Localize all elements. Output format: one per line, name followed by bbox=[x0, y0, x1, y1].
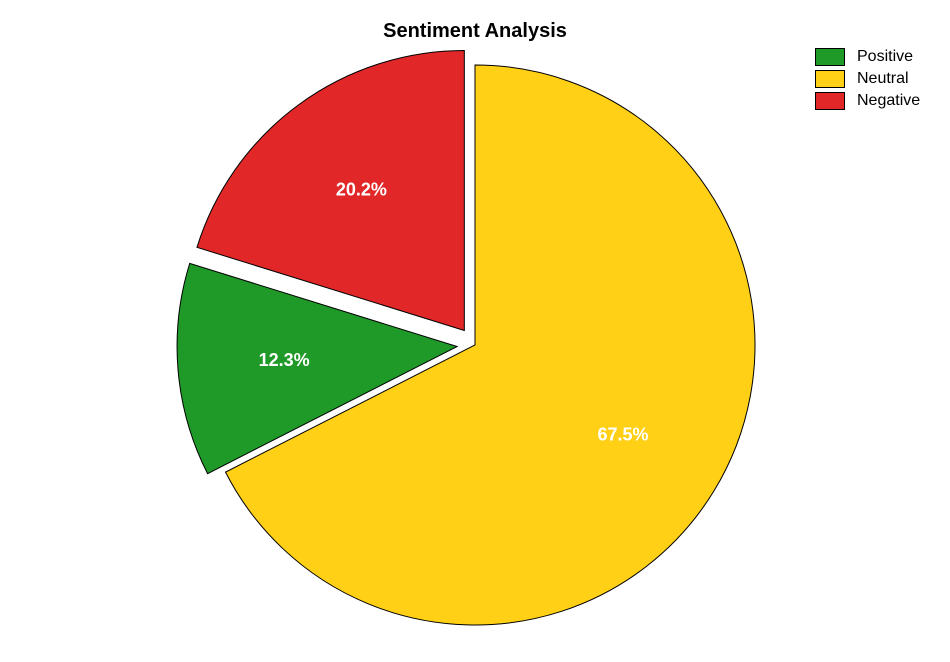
legend: Positive Neutral Negative bbox=[815, 48, 920, 114]
legend-item-negative: Negative bbox=[815, 92, 920, 110]
legend-label: Neutral bbox=[857, 70, 909, 88]
legend-item-neutral: Neutral bbox=[815, 70, 920, 88]
legend-item-positive: Positive bbox=[815, 48, 920, 66]
legend-label: Positive bbox=[857, 48, 913, 66]
legend-swatch bbox=[815, 92, 845, 110]
pie-slice-label-negative: 20.2% bbox=[336, 179, 387, 199]
legend-swatch bbox=[815, 48, 845, 66]
pie-slice-label-positive: 12.3% bbox=[259, 350, 310, 370]
pie-slice-label-neutral: 67.5% bbox=[597, 424, 648, 444]
pie-chart: 67.5% 12.3% 20.2% bbox=[0, 0, 950, 662]
legend-swatch bbox=[815, 70, 845, 88]
legend-label: Negative bbox=[857, 92, 920, 110]
